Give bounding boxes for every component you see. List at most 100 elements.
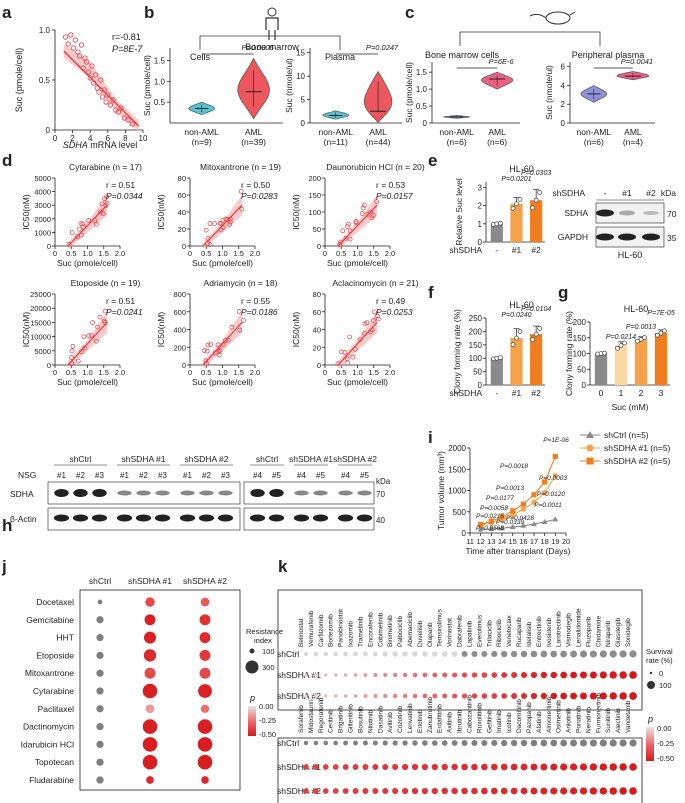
y-tick-label: 1500	[448, 465, 466, 474]
data-point	[203, 358, 209, 364]
x-tick-label: 0.5	[201, 249, 211, 258]
data-point	[347, 236, 353, 242]
x-tick-label: 1.0	[217, 368, 227, 377]
dot	[510, 787, 518, 795]
group-label: shSDHA #1	[289, 454, 333, 464]
data-point	[110, 97, 116, 103]
dot	[609, 650, 617, 658]
dot	[560, 739, 568, 747]
dot	[491, 650, 498, 658]
bar-3	[654, 333, 668, 385]
marker	[552, 453, 558, 460]
data-point	[85, 69, 92, 75]
column-label: Sorafenib	[298, 705, 305, 733]
dot	[461, 651, 468, 657]
dot	[142, 719, 158, 734]
data-point	[80, 221, 86, 227]
replicate-point	[655, 332, 660, 338]
y-tick-label: 2	[561, 100, 566, 109]
column-label: Pazopanib	[526, 702, 533, 733]
panel-e: HL-60 0 1 2 3 Relative Suc level - #1 #2 P=0.0201…	[449, 164, 551, 255]
x-tick-label: 15	[508, 537, 516, 546]
dot	[570, 650, 578, 658]
column-label: Ribociclib	[496, 619, 503, 647]
marker	[488, 525, 495, 531]
column-label: Midostaurin	[308, 699, 315, 733]
data-point	[79, 349, 84, 354]
dot	[619, 650, 627, 658]
y-tick-label: 5000	[34, 347, 51, 356]
column-label: Brigatinib	[338, 706, 345, 733]
band	[293, 514, 310, 522]
dot	[373, 694, 378, 698]
column-label: Almonertinib	[546, 696, 553, 733]
lane-label: #1	[622, 188, 632, 198]
column-label: Sunitinib	[605, 708, 612, 733]
group-label: shCtrl	[69, 454, 91, 464]
data-point	[227, 222, 233, 227]
data-point	[69, 355, 74, 360]
y-tick-label: 2	[478, 202, 483, 211]
p-value: P=7E-05	[647, 310, 675, 317]
p-value: P=0.0303	[521, 170, 551, 177]
data-point	[217, 348, 223, 353]
x-tick-label: 10	[139, 134, 148, 143]
band	[53, 514, 70, 522]
lane-label: #4	[341, 471, 350, 480]
x-tick-label: 1.5	[99, 249, 109, 258]
dot	[520, 787, 528, 795]
dot	[372, 763, 379, 771]
column-label: Panobinostat	[338, 609, 345, 647]
y-axis-label: Suc (pmole/cell)	[142, 55, 152, 116]
data-point	[79, 232, 84, 238]
column-label: Niraparib	[605, 620, 612, 647]
header-bracket	[199, 35, 341, 50]
lane-label: #1	[120, 471, 129, 480]
band	[312, 514, 329, 522]
marker	[520, 501, 526, 507]
r-value: r = 0.51	[106, 180, 135, 190]
row-label: Docetaxel	[36, 597, 74, 607]
data-point	[69, 361, 75, 366]
x-tick-label: 0.5	[66, 249, 76, 258]
data-point	[205, 342, 211, 348]
column-label: Axitinib	[447, 712, 454, 733]
y-tick-label: 20	[313, 343, 321, 352]
data-point	[102, 308, 108, 314]
replicate-point	[537, 190, 542, 195]
dot	[313, 651, 319, 657]
y-tick-label: 0	[47, 361, 51, 370]
dot	[142, 737, 158, 752]
kda-value: 70	[376, 490, 385, 499]
y-tick-label: 0	[561, 119, 566, 128]
band	[642, 233, 660, 241]
column-label: Afatinib	[536, 711, 543, 733]
data-point	[129, 121, 136, 127]
dot	[313, 740, 319, 746]
group-n: (n=6)	[584, 137, 604, 147]
dot	[461, 740, 468, 746]
data-point	[87, 75, 93, 81]
panel-a: 0 2 4 6 8 10 0 0.5 1.0 Suc (pmole/cell) SDHA mRNA …	[14, 26, 148, 150]
dot	[314, 673, 318, 677]
cell-line: HL-60	[618, 250, 643, 260]
lane-label: #3	[221, 471, 230, 480]
bar-0	[490, 223, 503, 242]
column-label: Chidamide	[595, 616, 602, 647]
y-tick-label: 200	[173, 343, 186, 352]
p-value: P=0.0344	[106, 191, 143, 201]
x-axis-label: Suc (mM)	[612, 402, 649, 412]
dot	[402, 651, 408, 657]
dot	[197, 754, 213, 770]
category-label: 0	[599, 388, 604, 398]
replicate-point	[514, 201, 519, 207]
dot	[393, 693, 398, 699]
data-point	[238, 188, 244, 194]
dot	[461, 693, 468, 699]
dot	[142, 754, 158, 770]
data-point	[217, 221, 223, 226]
y-tick-label: 200	[573, 318, 587, 327]
panel-label-k: k	[278, 557, 288, 576]
data-point	[78, 221, 84, 226]
y-tick-label: 1	[478, 220, 483, 229]
